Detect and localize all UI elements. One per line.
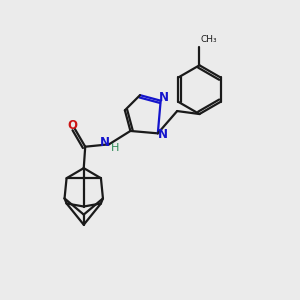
Text: O: O	[68, 118, 77, 131]
Text: N: N	[100, 136, 110, 149]
Text: H: H	[111, 143, 119, 153]
Text: CH₃: CH₃	[201, 35, 217, 44]
Text: N: N	[158, 128, 168, 141]
Text: N: N	[159, 91, 169, 103]
